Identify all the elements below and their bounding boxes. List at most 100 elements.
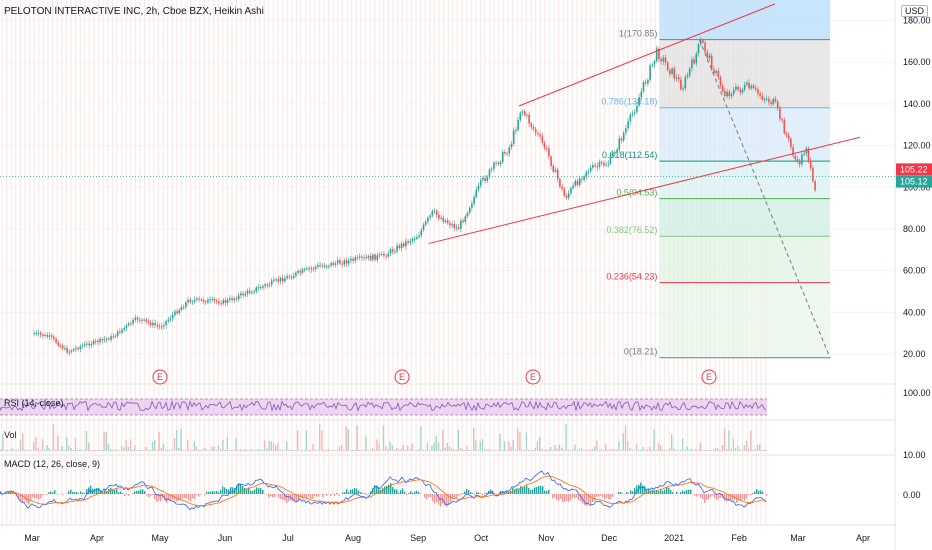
candle-body — [737, 86, 739, 90]
volume-bar — [717, 448, 719, 451]
macd-hist-bar — [74, 492, 76, 494]
volume-bar — [325, 450, 327, 451]
volume-bar — [378, 443, 380, 451]
volume-bar — [761, 450, 763, 451]
candle-body — [589, 167, 592, 172]
candle-body — [103, 339, 106, 341]
macd-hist-bar — [598, 494, 600, 497]
volume-bar — [400, 448, 402, 451]
volume-bar — [754, 449, 756, 451]
volume-bar — [297, 430, 299, 451]
macd-hist-bar — [636, 485, 638, 494]
volume-bar — [301, 450, 303, 451]
candle-body — [180, 307, 183, 310]
volume-bar — [294, 450, 297, 451]
macd-hist-bar — [98, 488, 100, 494]
macd-hist-bar — [442, 494, 444, 504]
volume-bar — [156, 450, 158, 451]
volume-bar — [116, 449, 118, 451]
macd-hist-bar — [352, 489, 354, 494]
volume-bar — [35, 436, 37, 451]
candle-body — [279, 278, 282, 282]
macd-hist-bar — [586, 494, 588, 507]
macd-hist-bar — [572, 494, 574, 498]
volume-bar — [558, 444, 561, 451]
macd-hist-bar — [656, 489, 658, 494]
last-price-tag — [896, 175, 932, 188]
volume-bar — [576, 450, 578, 451]
macd-hist-bar — [684, 491, 686, 494]
candle-body — [222, 300, 225, 304]
macd-hist-bar — [72, 492, 74, 494]
macd-hist-bar — [208, 491, 210, 494]
macd-hist-bar — [482, 494, 484, 496]
candle-body — [451, 224, 453, 226]
volume-bar — [453, 449, 455, 451]
volume-bar — [127, 447, 129, 451]
volume-bar — [481, 439, 484, 451]
macd-hist-bar — [310, 494, 312, 499]
volume-label[interactable]: Vol — [4, 430, 17, 440]
volume-bar — [387, 448, 389, 451]
volume-bar — [411, 443, 413, 451]
volume-bar — [270, 441, 272, 451]
candle-body — [286, 276, 288, 279]
candle-body — [587, 171, 590, 173]
macd-hist-bar — [244, 488, 246, 494]
macd-hist-bar — [172, 494, 174, 501]
volume-bar — [565, 424, 567, 451]
volume-bar — [257, 449, 259, 451]
volume-bar — [512, 440, 514, 451]
candle-body — [391, 249, 394, 252]
macd-hist-bar — [708, 494, 710, 499]
volume-bar — [162, 443, 165, 451]
volume-bar — [354, 449, 356, 451]
macd-hist-bar — [184, 494, 186, 498]
volume-bar — [85, 431, 88, 451]
macd-hist-bar — [720, 494, 722, 498]
candle-body — [314, 266, 317, 269]
candle-body — [440, 217, 442, 219]
volume-bar — [129, 439, 132, 451]
macd-hist-bar — [754, 491, 756, 494]
macd-hist-bar — [52, 492, 54, 494]
macd-hist-bar — [370, 491, 372, 494]
volume-bar — [332, 450, 334, 451]
candle-body — [596, 166, 599, 168]
macd-hist-bar — [590, 494, 592, 505]
volume-bar — [640, 450, 642, 451]
macd-hist-bar — [670, 490, 672, 494]
macd-hist-bar — [254, 489, 256, 494]
macd-hist-bar — [336, 493, 338, 494]
volume-bar — [204, 447, 206, 451]
candle-body — [380, 253, 383, 255]
volume-bar — [134, 445, 136, 451]
macd-hist-bar — [122, 493, 124, 494]
macd-hist-bar — [106, 491, 108, 494]
macd-label[interactable]: MACD (12, 26, close, 9) — [4, 459, 101, 469]
volume-bar — [514, 449, 517, 451]
candle-body — [312, 268, 315, 270]
candle-body — [176, 311, 178, 314]
candle-body — [638, 97, 640, 106]
volume-bar — [151, 441, 154, 451]
volume-bar — [178, 447, 180, 451]
macd-hist-bar — [448, 494, 450, 505]
volume-bar — [523, 450, 525, 451]
macd-hist-bar — [268, 494, 270, 498]
rsi-label[interactable]: RSI (14, close) — [4, 398, 64, 408]
volume-bar — [261, 450, 264, 451]
candle-body — [88, 343, 90, 346]
macd-hist-bar — [698, 494, 700, 495]
macd-hist-bar — [230, 487, 232, 494]
volume-bar — [649, 447, 651, 451]
macd-hist-bar — [228, 489, 230, 494]
macd-hist-bar — [240, 484, 242, 494]
candle-body — [374, 254, 376, 260]
currency-button[interactable]: USD — [901, 5, 929, 17]
price-tick-label: 40.00 — [903, 307, 926, 317]
volume-bar — [41, 439, 44, 451]
candle-body — [444, 220, 447, 222]
volume-bar — [693, 450, 695, 451]
